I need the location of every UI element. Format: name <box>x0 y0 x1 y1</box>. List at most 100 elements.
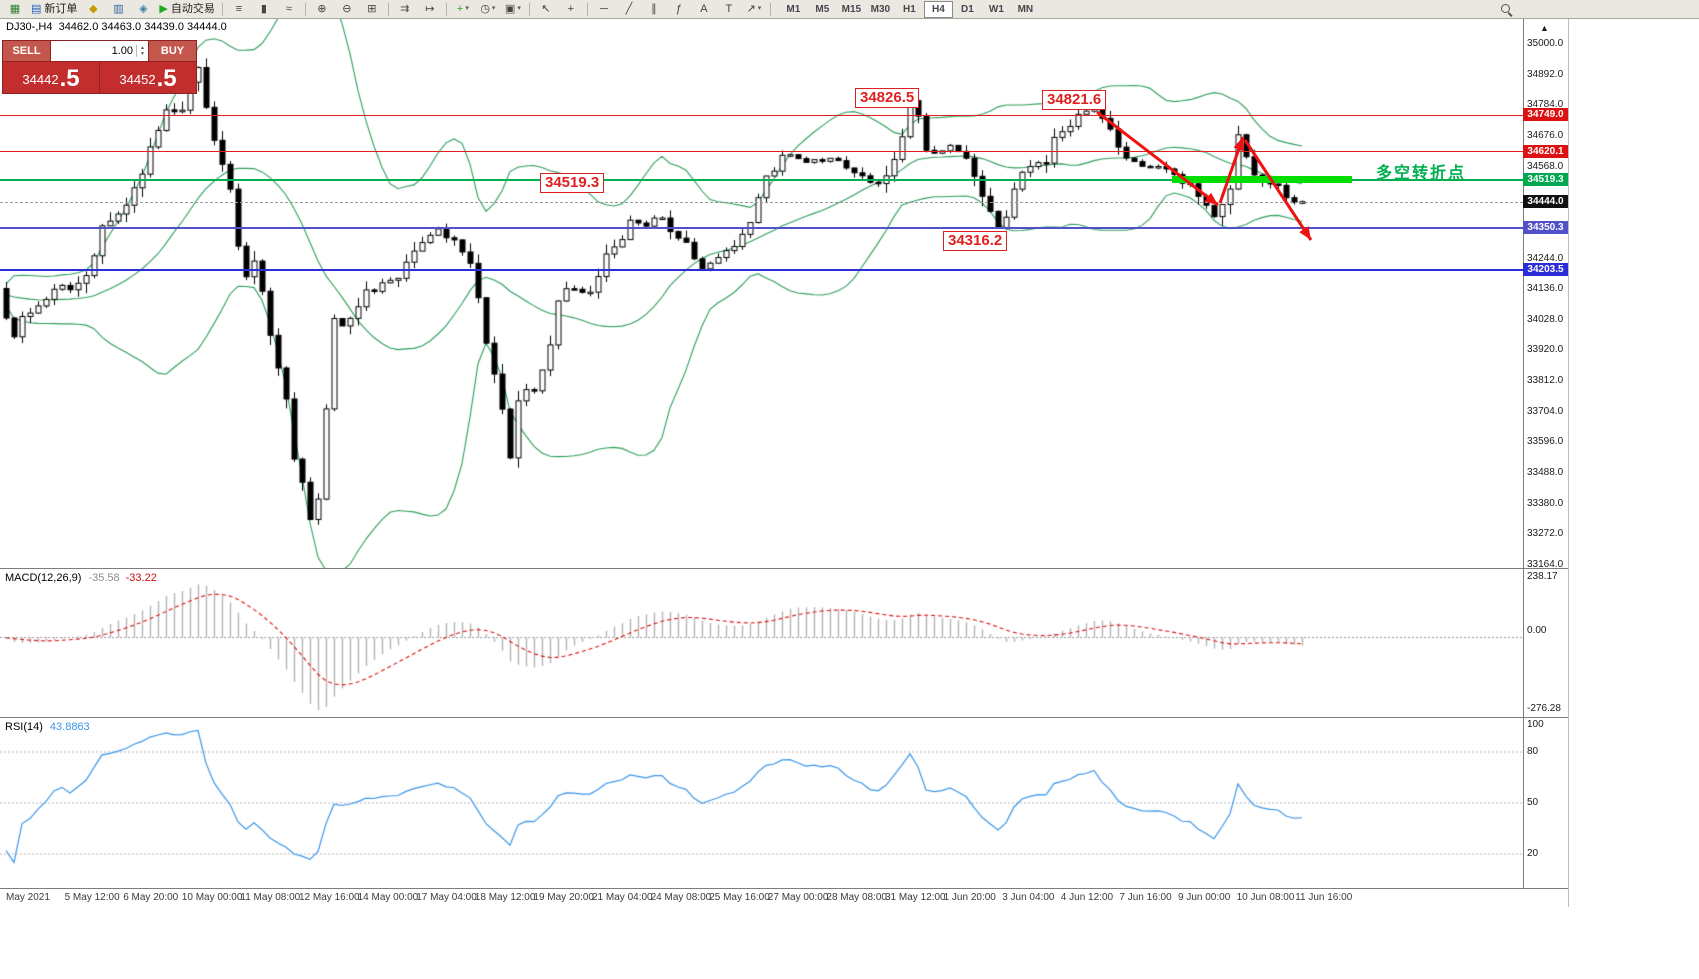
bar-chart-icon[interactable]: ≡ <box>235 3 243 15</box>
time-axis-label: 10 Jun 08:00 <box>1236 892 1295 903</box>
new-order-button[interactable]: ▤ 新订单 <box>31 3 78 15</box>
rsi-indicator-label: RSI(14) 43.8863 <box>5 721 90 733</box>
zoom-in-icon[interactable]: ⊕ <box>317 3 327 15</box>
main-chart-canvas[interactable] <box>0 19 1523 568</box>
time-axis-label: 10 May 00:00 <box>181 892 243 903</box>
timeframe-h4-button[interactable]: H4 <box>923 0 953 18</box>
sell-price-button[interactable]: 34442.5 <box>3 62 100 93</box>
price-marker-34620.1: 34620.1 <box>1523 144 1568 158</box>
rsi-axis-label: 80 <box>1527 746 1539 757</box>
timeframe-m5-button[interactable]: M5 <box>815 3 830 15</box>
macd-signal-value: -33.22 <box>125 572 157 584</box>
price-axis-label: 34784.0 <box>1527 99 1564 111</box>
price-annotation[interactable]: 34519.3 <box>540 173 605 193</box>
price-axis[interactable]: 35000.0 34892.0 34784.0 34676.0 34568.0 34244… <box>1523 0 1568 979</box>
pivot-annotation[interactable]: 多空转折点 <box>1376 165 1467 182</box>
price-marker-34444.0: 34444.0 <box>1523 194 1568 208</box>
fibonacci-icon[interactable]: ƒ <box>675 3 682 15</box>
metaeditor-icon[interactable]: ◆ <box>89 3 98 15</box>
zoom-out-icon[interactable]: ⊖ <box>342 3 352 15</box>
highlight-bar[interactable] <box>1172 176 1352 183</box>
text-icon[interactable]: A <box>700 3 708 15</box>
horizontal-line-icon[interactable]: ─ <box>599 3 608 15</box>
time-axis-label: 12 May 16:00 <box>299 892 360 903</box>
timeframe-h1-button[interactable]: H1 <box>902 3 916 15</box>
timeframe-m15-button[interactable]: M15 <box>841 3 862 15</box>
arrows-icon[interactable]: ↗ ▾ <box>746 3 762 15</box>
market-watch-icon[interactable]: ▥ <box>113 3 124 15</box>
trendline-icon[interactable]: ╱ <box>625 3 633 15</box>
time-axis-label: 27 May 00:00 <box>767 892 829 903</box>
timeframe-w1-button[interactable]: W1 <box>988 3 1004 15</box>
tile-windows-icon[interactable]: ⊞ <box>367 3 377 15</box>
timeframe-m1-button[interactable]: M1 <box>786 3 801 15</box>
price-axis-label: 33488.0 <box>1527 467 1564 479</box>
price-axis-label: 34568.0 <box>1527 160 1564 172</box>
macd-panel-canvas[interactable] <box>0 569 1523 717</box>
navigator-icon[interactable]: ◈ <box>139 3 148 15</box>
price-annotation[interactable]: 34316.2 <box>943 231 1008 251</box>
price-axis-label: 34676.0 <box>1527 129 1564 141</box>
sell-price-frac: .5 <box>59 65 80 92</box>
support-resistance-line[interactable] <box>0 179 1523 182</box>
buy-button[interactable]: BUY <box>149 41 196 61</box>
rsi-axis-label: 50 <box>1527 797 1539 808</box>
sell-button[interactable]: SELL <box>3 41 50 61</box>
volume-stepper[interactable]: ▲ ▼ <box>136 45 148 57</box>
auto-scroll-icon[interactable]: ⇉ <box>400 3 410 15</box>
line-chart-icon[interactable]: ≈ <box>285 3 292 15</box>
channel-icon[interactable]: ∥ <box>651 3 657 15</box>
periods-icon[interactable]: ◷ ▾ <box>480 3 496 15</box>
toolbar-separator <box>769 2 771 16</box>
macd-axis-label: -276.28 <box>1527 703 1561 714</box>
price-axis-label: 35000.0 <box>1527 38 1564 49</box>
timeframe-mn-button[interactable]: MN <box>1017 3 1034 15</box>
crosshair-icon[interactable]: + <box>567 3 575 15</box>
new-chart-icon[interactable]: ▦ <box>9 3 21 15</box>
price-axis-label: 34028.0 <box>1527 313 1564 325</box>
time-axis-label: 17 May 04:00 <box>416 892 477 903</box>
time-axis-label: 21 May 04:00 <box>592 892 653 903</box>
time-axis[interactable]: May 2021 5 May 12:00 6 May 20:00 10 May 00:… <box>0 889 1568 909</box>
axis-scroll-up-icon[interactable]: ▲ <box>1540 23 1549 33</box>
volume-value[interactable]: 1.00 <box>111 45 133 57</box>
chart-shift-icon[interactable]: ↦ <box>425 3 435 15</box>
templates-icon[interactable]: ▣ ▾ <box>504 3 521 15</box>
rsi-panel-canvas[interactable] <box>0 718 1523 888</box>
time-axis-label: 25 May 16:00 <box>709 892 770 903</box>
sell-price-main: 34442 <box>22 72 59 87</box>
stepper-down-icon[interactable]: ▼ <box>140 51 145 57</box>
rsi-axis-label: 100 <box>1527 719 1544 730</box>
indicators-icon[interactable]: + ▾ <box>456 3 469 15</box>
stepper-up-icon[interactable]: ▲ <box>140 45 145 51</box>
price-axis-label: 34892.0 <box>1527 68 1564 80</box>
support-resistance-line[interactable] <box>0 269 1523 272</box>
price-axis-label: 33812.0 <box>1527 375 1564 387</box>
timeframe-d1-button[interactable]: D1 <box>960 3 974 15</box>
candlestick-chart-icon[interactable]: ▮ <box>260 3 267 15</box>
volume-input[interactable]: 1.00 ▲ ▼ <box>50 41 149 61</box>
price-annotation[interactable]: 34826.5 <box>855 88 920 108</box>
price-annotation[interactable]: 34821.6 <box>1042 90 1107 110</box>
support-resistance-line[interactable] <box>0 227 1523 230</box>
panel-separator <box>0 568 1568 569</box>
price-axis-label: 33704.0 <box>1527 405 1564 417</box>
autotrading-button[interactable]: ▶ 自动交易 <box>159 3 215 15</box>
price-axis-label: 33272.0 <box>1527 528 1564 540</box>
time-axis-label: 5 May 12:00 <box>64 892 120 903</box>
cursor-icon[interactable]: ↖ <box>541 3 551 15</box>
price-marker-34203.5: 34203.5 <box>1523 263 1568 277</box>
buy-price-main: 34452 <box>119 72 156 87</box>
support-resistance-line[interactable] <box>0 114 1523 116</box>
timeframe-m30-button[interactable]: M30 <box>870 3 891 15</box>
price-axis-label: 33596.0 <box>1527 436 1564 448</box>
buy-price-button[interactable]: 34452.5 <box>100 62 196 93</box>
price-axis-label: 33164.0 <box>1527 559 1564 570</box>
toolbar-separator <box>304 2 306 16</box>
label-icon[interactable]: T <box>725 3 733 15</box>
time-axis-label: 14 May 00:00 <box>357 892 419 903</box>
toolbar-separator <box>221 2 223 16</box>
macd-indicator-label: MACD(12,26,9) -35.58 -33.22 <box>5 572 157 584</box>
support-resistance-line[interactable] <box>0 151 1523 153</box>
search-icon[interactable] <box>1500 3 1513 16</box>
